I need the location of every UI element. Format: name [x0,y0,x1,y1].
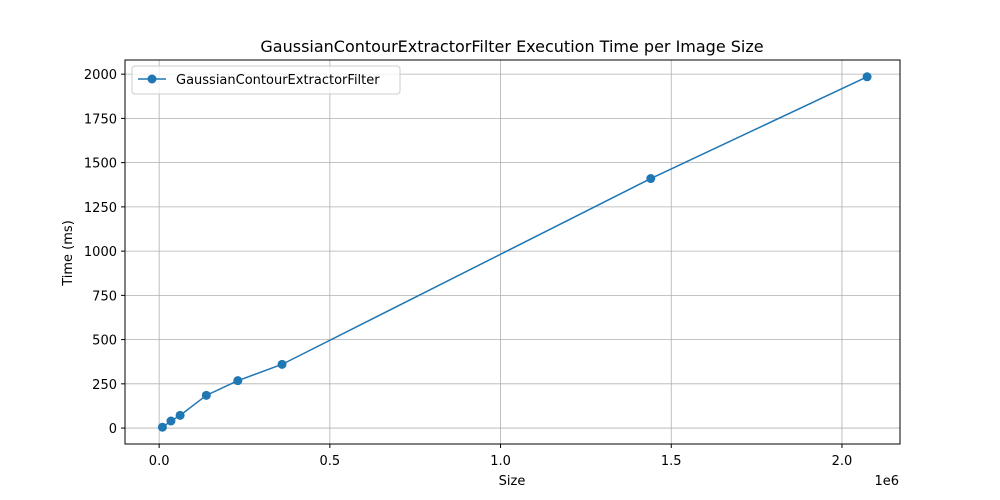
data-point [277,359,287,369]
grid [125,60,900,444]
y-tick-label: 250 [92,378,117,393]
data-point [175,410,185,420]
legend-box [131,65,401,95]
y-tick-label: 2000 [84,68,117,83]
data-point [157,422,167,432]
series-layer [157,72,872,432]
ticks: 0.0 0.5 1.0 1.5 2.0 0 250 500 750 1000 1250 1500 175… [84,68,852,469]
legend-entry: GaussianContourExtractorFilter [176,73,380,88]
y-tick-label: 1750 [84,112,117,127]
x-tick-label: 1.5 [661,454,682,469]
y-tick-label: 1500 [84,157,117,172]
x-tick-label: 1.0 [490,454,511,469]
data-point [646,174,656,184]
x-tick-label: 0.5 [320,454,341,469]
x-axis-offset-label: 1e6 [874,474,899,489]
y-tick-label: 1000 [84,245,117,260]
x-tick-label: 2.0 [832,454,853,469]
data-point [862,72,872,82]
x-axis-label: Size [499,474,526,489]
y-tick-label: 500 [92,334,117,349]
axes-frame [124,59,901,445]
data-point [201,390,211,400]
y-tick-label: 0 [109,422,117,437]
x-tick-label: 0.0 [149,454,170,469]
y-tick-label: 1250 [84,201,117,216]
data-point [166,416,176,426]
chart-title: GaussianContourExtractorFilter Execution… [260,37,763,56]
y-axis-label: Time (ms) [61,220,76,287]
legend: GaussianContourExtractorFilter [131,65,401,95]
data-point [233,376,243,386]
y-tick-label: 750 [92,289,117,304]
series-line [161,76,868,428]
legend-marker [147,74,157,84]
